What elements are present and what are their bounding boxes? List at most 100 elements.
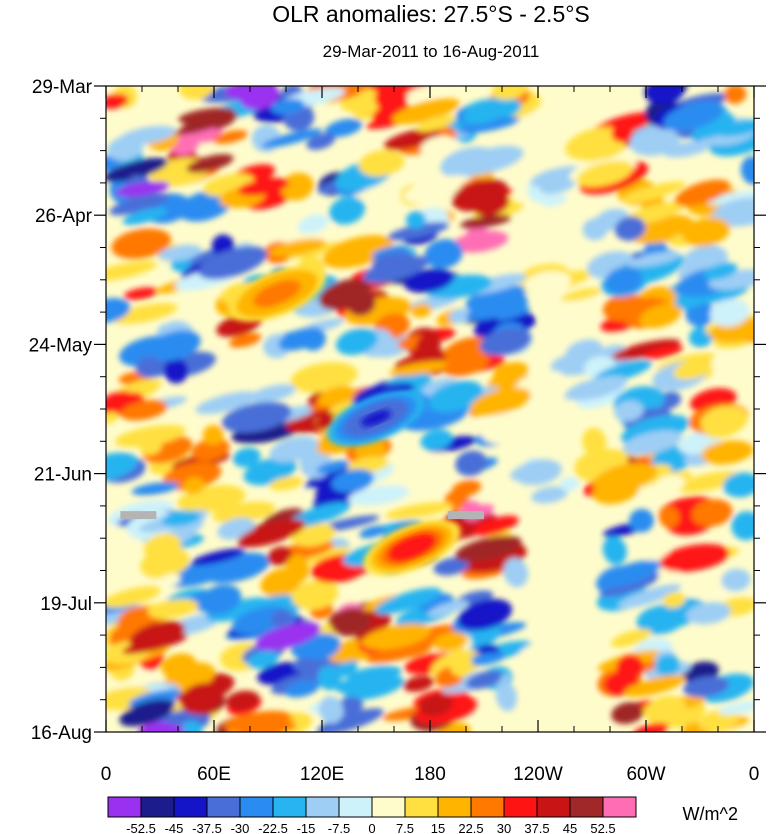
anomaly-patch [195,391,259,415]
anomaly-patch [106,93,129,109]
anomaly-patch [462,102,504,125]
anomaly-patch [335,328,378,356]
colorbar-swatch [536,796,571,818]
colorbar-units: W/m^2 [683,804,738,824]
anomaly-patch [558,476,580,492]
x-tick-label: 180 [414,764,446,785]
anomaly-patch [663,140,711,158]
anomaly-patch [371,245,409,260]
anomaly-field [106,86,754,732]
colorbar-swatch [239,796,274,818]
anomaly-patch [403,175,474,204]
anomaly-patch [391,98,460,125]
anomaly-patch [724,86,747,104]
anomaly-patch [659,543,730,572]
anomaly-patch [673,359,713,380]
anomaly-patch [387,222,449,241]
anomaly-patch [348,485,410,506]
colorbar-label: 15 [431,821,445,834]
anomaly-patch [228,332,262,348]
anomaly-patch [106,260,157,282]
anomaly-patch [280,172,314,201]
anomaly-patch [715,119,754,137]
anomaly-patch [163,358,189,384]
anomaly-patch [143,533,182,561]
anomaly-patch [147,599,199,619]
anomaly-patch [595,560,661,589]
anomaly-patch [705,351,754,378]
anomaly-patch [629,508,654,533]
anomaly-patch [112,302,178,325]
anomaly-patch [721,568,751,592]
chart-subtitle: 29-Mar-2011 to 16-Aug-2011 [323,42,540,61]
anomaly-patch [213,130,248,144]
anomaly-patch [161,725,185,732]
colorbar-label: 30 [497,821,511,834]
anomaly-patch [190,548,245,566]
anomaly-patch [128,689,181,708]
anomaly-patch [459,214,512,229]
anomaly-patch [599,577,657,598]
anomaly-patch [465,670,503,690]
anomaly-patch [633,722,669,732]
colorbar-swatch [371,796,406,818]
colorbar-swatch [569,796,604,818]
anomaly-patch [238,722,297,732]
anomaly-patch [363,255,429,284]
anomaly-patch [285,554,310,583]
anomaly-patch [375,86,408,112]
anomaly-patch [232,447,261,468]
anomaly-patch [119,699,175,727]
anomaly-patch [271,609,293,627]
anomaly-patch [114,424,186,448]
anomaly-patch [122,633,188,655]
colorbar-label: 45 [563,821,577,834]
colorbar-label: 7.5 [396,821,414,834]
colorbar-swatch [305,796,340,818]
anomaly-patch [686,602,731,625]
anomaly-patch [198,246,268,280]
anomaly-patch [183,476,205,495]
colorbar-label: -7.5 [328,821,350,834]
anomaly-patch [383,128,440,151]
anomaly-patch [516,641,567,672]
anomaly-patch [106,297,131,323]
anomaly-patch [455,535,522,562]
anomaly-patch [297,214,329,234]
anomaly-patch [550,586,579,616]
anomaly-patch [644,86,685,105]
colorbar-swatch [404,796,439,818]
anomaly-patch [612,339,681,361]
colorbar-label: 22.5 [458,821,483,834]
anomaly-patch [565,375,628,401]
anomaly-patch [317,385,355,407]
anomaly-patch [433,557,470,576]
x-tick-label: 120E [300,764,344,785]
anomaly-patch [330,607,372,637]
anomaly-patch [109,192,170,216]
colorbar-swatch [107,796,142,818]
anomaly-patch [389,360,451,377]
anomaly-patch [286,242,344,259]
anomaly-patch [602,536,627,565]
anomaly-patch [123,287,159,300]
anomaly-patch [443,353,490,377]
colorbar-label: 52.5 [590,821,615,834]
anomaly-patch [106,157,168,182]
anomaly-patch [246,650,279,669]
anomaly-patch [237,177,290,196]
anomaly-patch [458,117,521,134]
x-tick-label: 0 [101,764,112,785]
anomaly-patch [366,641,431,664]
anomaly-patch [179,86,215,101]
anomaly-patch [331,468,374,493]
y-tick-label: 16-Aug [31,723,92,744]
anomaly-patch [510,461,549,481]
anomaly-patch [451,480,482,497]
anomaly-patch [403,675,434,692]
anomaly-patch [306,133,336,150]
anomaly-patch [278,328,322,351]
anomaly-patch [290,361,358,393]
anomaly-patch [451,179,509,212]
anomaly-patch [621,181,686,203]
